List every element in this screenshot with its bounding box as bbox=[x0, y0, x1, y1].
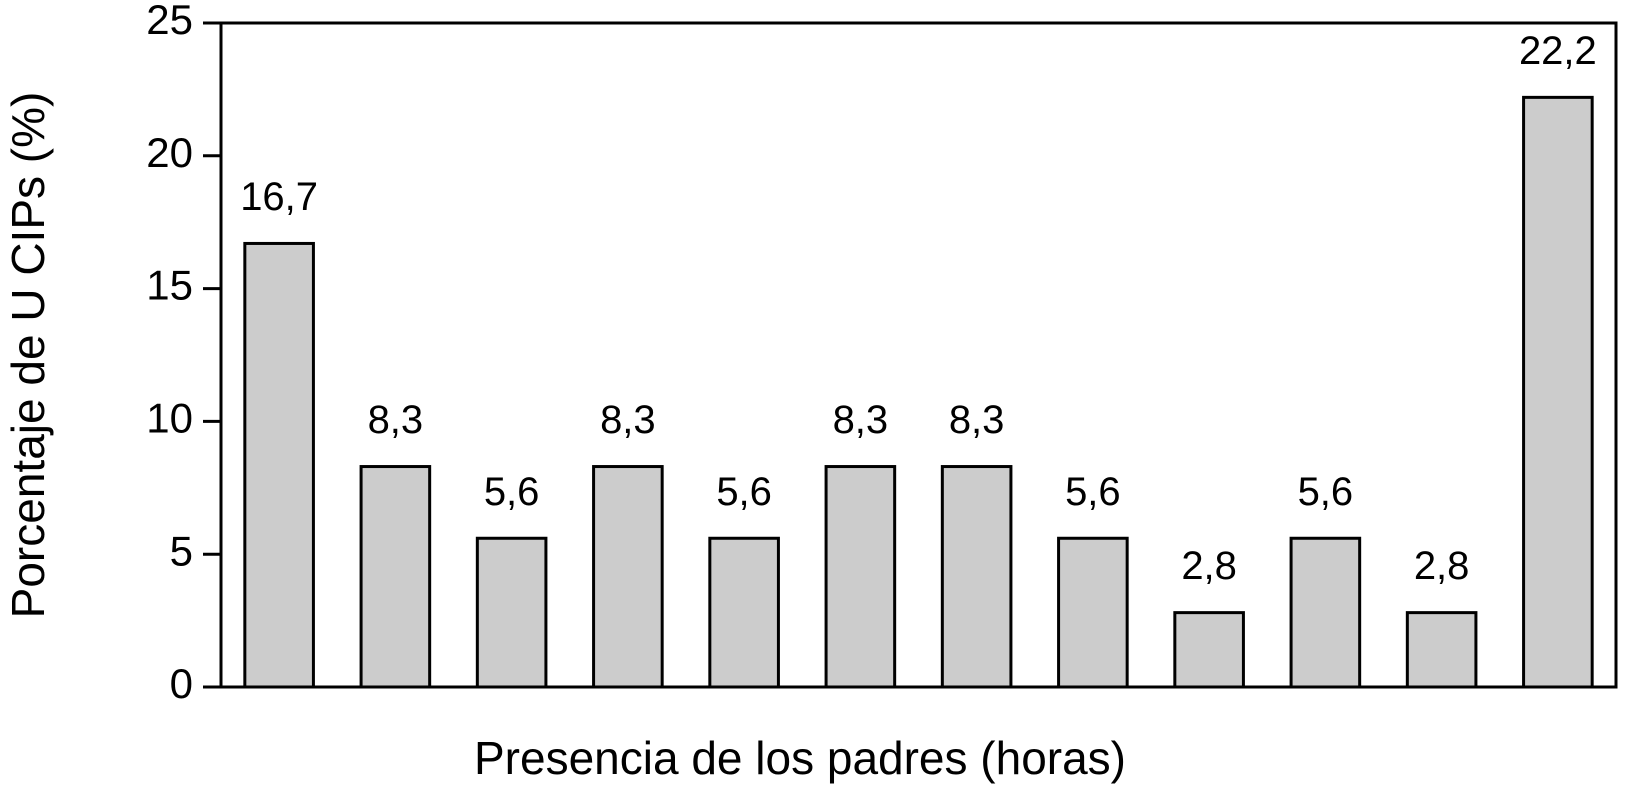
value-label: 5,6 bbox=[1298, 470, 1354, 514]
bar bbox=[592, 465, 664, 689]
value-label: 5,6 bbox=[716, 470, 772, 514]
y-tick-label: 5 bbox=[170, 527, 193, 574]
bar bbox=[243, 241, 315, 689]
value-label: 8,3 bbox=[949, 398, 1005, 442]
y-tick-label: 10 bbox=[146, 394, 193, 441]
y-tick-label: 25 bbox=[146, 0, 193, 43]
plot-frame bbox=[219, 21, 1618, 689]
x-axis-label: Presencia de los padres (horas) bbox=[474, 732, 1126, 784]
bar bbox=[1522, 95, 1594, 689]
y-tick-label: 15 bbox=[146, 262, 193, 309]
bar bbox=[1405, 611, 1478, 689]
value-label: 8,3 bbox=[600, 398, 656, 442]
bar bbox=[1057, 536, 1129, 689]
y-tick-label: 0 bbox=[170, 660, 193, 707]
value-label: 5,6 bbox=[1065, 470, 1121, 514]
bar bbox=[1173, 611, 1245, 689]
value-label: 2,8 bbox=[1181, 544, 1237, 588]
bar bbox=[359, 465, 432, 689]
value-label: 5,6 bbox=[484, 470, 540, 514]
bar bbox=[475, 536, 548, 689]
value-label: 22,2 bbox=[1519, 29, 1597, 73]
value-label: 8,3 bbox=[833, 398, 889, 442]
value-label: 2,8 bbox=[1414, 544, 1470, 588]
value-label: 16,7 bbox=[240, 175, 318, 219]
value-label: 8,3 bbox=[368, 398, 424, 442]
y-tick-label: 20 bbox=[146, 129, 193, 176]
bar bbox=[708, 536, 780, 689]
bar bbox=[824, 465, 897, 689]
y-axis-label: Porcentaje de U CIPs (%) bbox=[2, 92, 54, 619]
bar bbox=[940, 465, 1013, 689]
bar bbox=[1289, 536, 1362, 689]
